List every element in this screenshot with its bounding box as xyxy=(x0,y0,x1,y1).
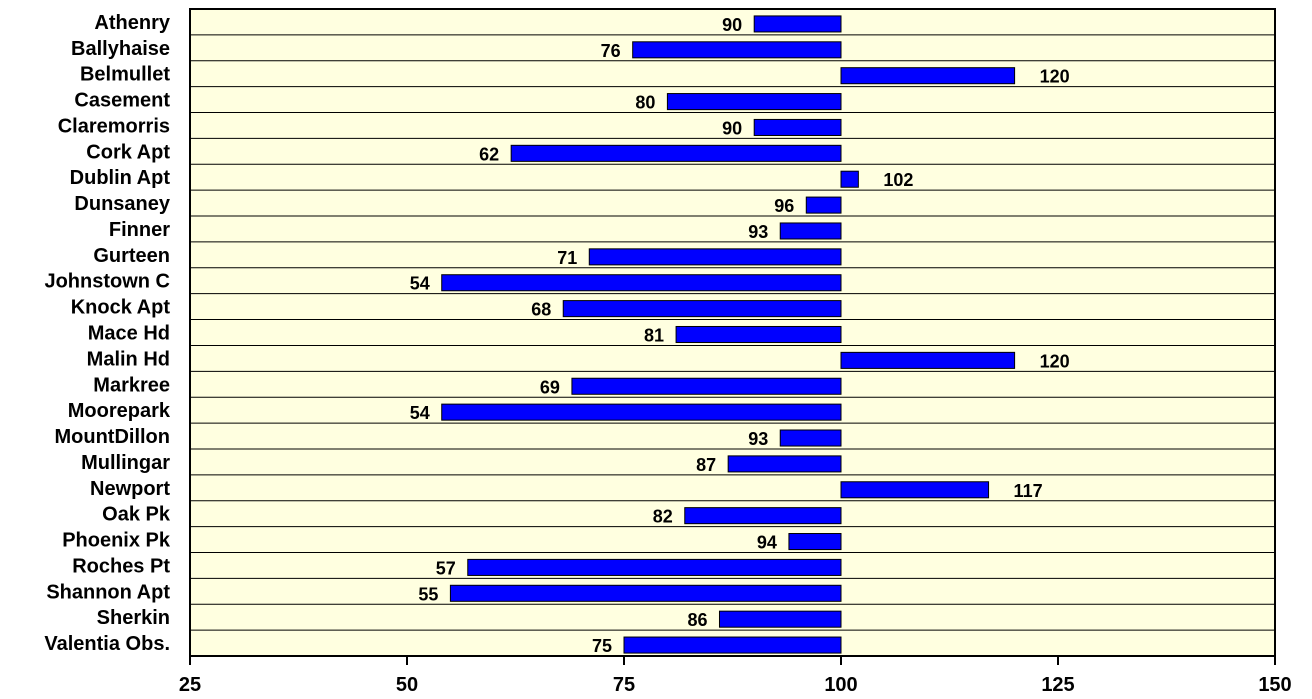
category-label: Mace Hd xyxy=(88,323,170,345)
value-label: 55 xyxy=(418,584,438,604)
bar xyxy=(806,197,841,213)
category-label: Shannon Apt xyxy=(46,581,170,603)
category-label: Sherkin xyxy=(97,607,170,629)
value-label: 76 xyxy=(601,41,621,61)
category-label: Mullingar xyxy=(81,452,170,474)
x-tick-label: 125 xyxy=(1041,674,1074,696)
bar xyxy=(841,171,858,187)
category-label: Roches Pt xyxy=(72,555,170,577)
bar xyxy=(841,352,1015,368)
bar xyxy=(780,430,841,446)
value-label: 94 xyxy=(757,533,777,553)
bar xyxy=(511,145,841,161)
category-labels: Athenry Ballyhaise Belmullet Casement Clarem… xyxy=(44,12,170,655)
category-label: Oak Pk xyxy=(102,504,171,526)
x-tick-label: 50 xyxy=(396,674,418,696)
bar xyxy=(572,378,841,394)
category-label: Malin Hd xyxy=(87,348,170,370)
value-label: 90 xyxy=(722,15,742,35)
x-axis-ticks: 25 50 75 100 125 150 xyxy=(179,656,1292,696)
category-label: Dublin Apt xyxy=(70,167,171,189)
category-label: Markree xyxy=(93,374,170,396)
bar xyxy=(685,508,841,524)
bar xyxy=(563,301,841,317)
value-label: 68 xyxy=(531,300,551,320)
x-tick-label: 75 xyxy=(613,674,635,696)
category-label: Johnstown C xyxy=(44,271,170,293)
value-label: 93 xyxy=(748,429,768,449)
value-label: 69 xyxy=(540,377,560,397)
value-label: 62 xyxy=(479,144,499,164)
value-label: 54 xyxy=(410,403,430,423)
bar xyxy=(589,249,841,265)
category-label: MountDillon xyxy=(54,426,170,448)
bar xyxy=(728,456,841,472)
category-label: Moorepark xyxy=(68,400,171,422)
category-label: Casement xyxy=(74,90,170,112)
value-label: 93 xyxy=(748,222,768,242)
value-label: 75 xyxy=(592,636,612,656)
bar xyxy=(780,223,841,239)
bar xyxy=(450,585,841,601)
category-label: Valentia Obs. xyxy=(44,633,170,655)
value-label: 86 xyxy=(687,610,707,630)
category-label: Claremorris xyxy=(58,115,170,137)
category-label: Gurteen xyxy=(93,245,170,267)
bar xyxy=(841,68,1015,84)
value-label: 117 xyxy=(1014,481,1043,501)
category-label: Dunsaney xyxy=(74,193,170,215)
value-label: 102 xyxy=(883,170,913,190)
value-label: 80 xyxy=(635,93,655,113)
value-label: 71 xyxy=(557,248,577,268)
bar xyxy=(754,119,841,135)
value-label: 54 xyxy=(410,274,430,294)
value-label: 87 xyxy=(696,455,716,475)
category-label: Newport xyxy=(90,478,170,500)
value-label: 96 xyxy=(774,196,794,216)
value-label: 57 xyxy=(436,558,456,578)
bar xyxy=(633,42,841,58)
x-tick-label: 150 xyxy=(1258,674,1291,696)
bar xyxy=(442,275,841,291)
bar xyxy=(719,611,841,627)
bar xyxy=(676,326,841,342)
category-label: Finner xyxy=(109,219,170,241)
value-label: 90 xyxy=(722,118,742,138)
value-label: 120 xyxy=(1040,351,1070,371)
category-label: Athenry xyxy=(94,12,170,34)
x-tick-label: 100 xyxy=(824,674,857,696)
bar xyxy=(841,482,989,498)
bar xyxy=(468,559,841,575)
bar xyxy=(442,404,841,420)
category-label: Phoenix Pk xyxy=(62,530,171,552)
value-label: 82 xyxy=(653,507,673,527)
x-tick-label: 25 xyxy=(179,674,201,696)
category-label: Belmullet xyxy=(80,64,170,86)
category-label: Ballyhaise xyxy=(71,38,170,60)
value-label: 120 xyxy=(1040,67,1070,87)
bar xyxy=(789,534,841,550)
bar xyxy=(754,16,841,32)
value-label: 81 xyxy=(644,326,664,346)
category-label: Cork Apt xyxy=(86,141,170,163)
bar xyxy=(667,94,841,110)
bar xyxy=(624,637,841,653)
category-label: Knock Apt xyxy=(71,297,171,319)
